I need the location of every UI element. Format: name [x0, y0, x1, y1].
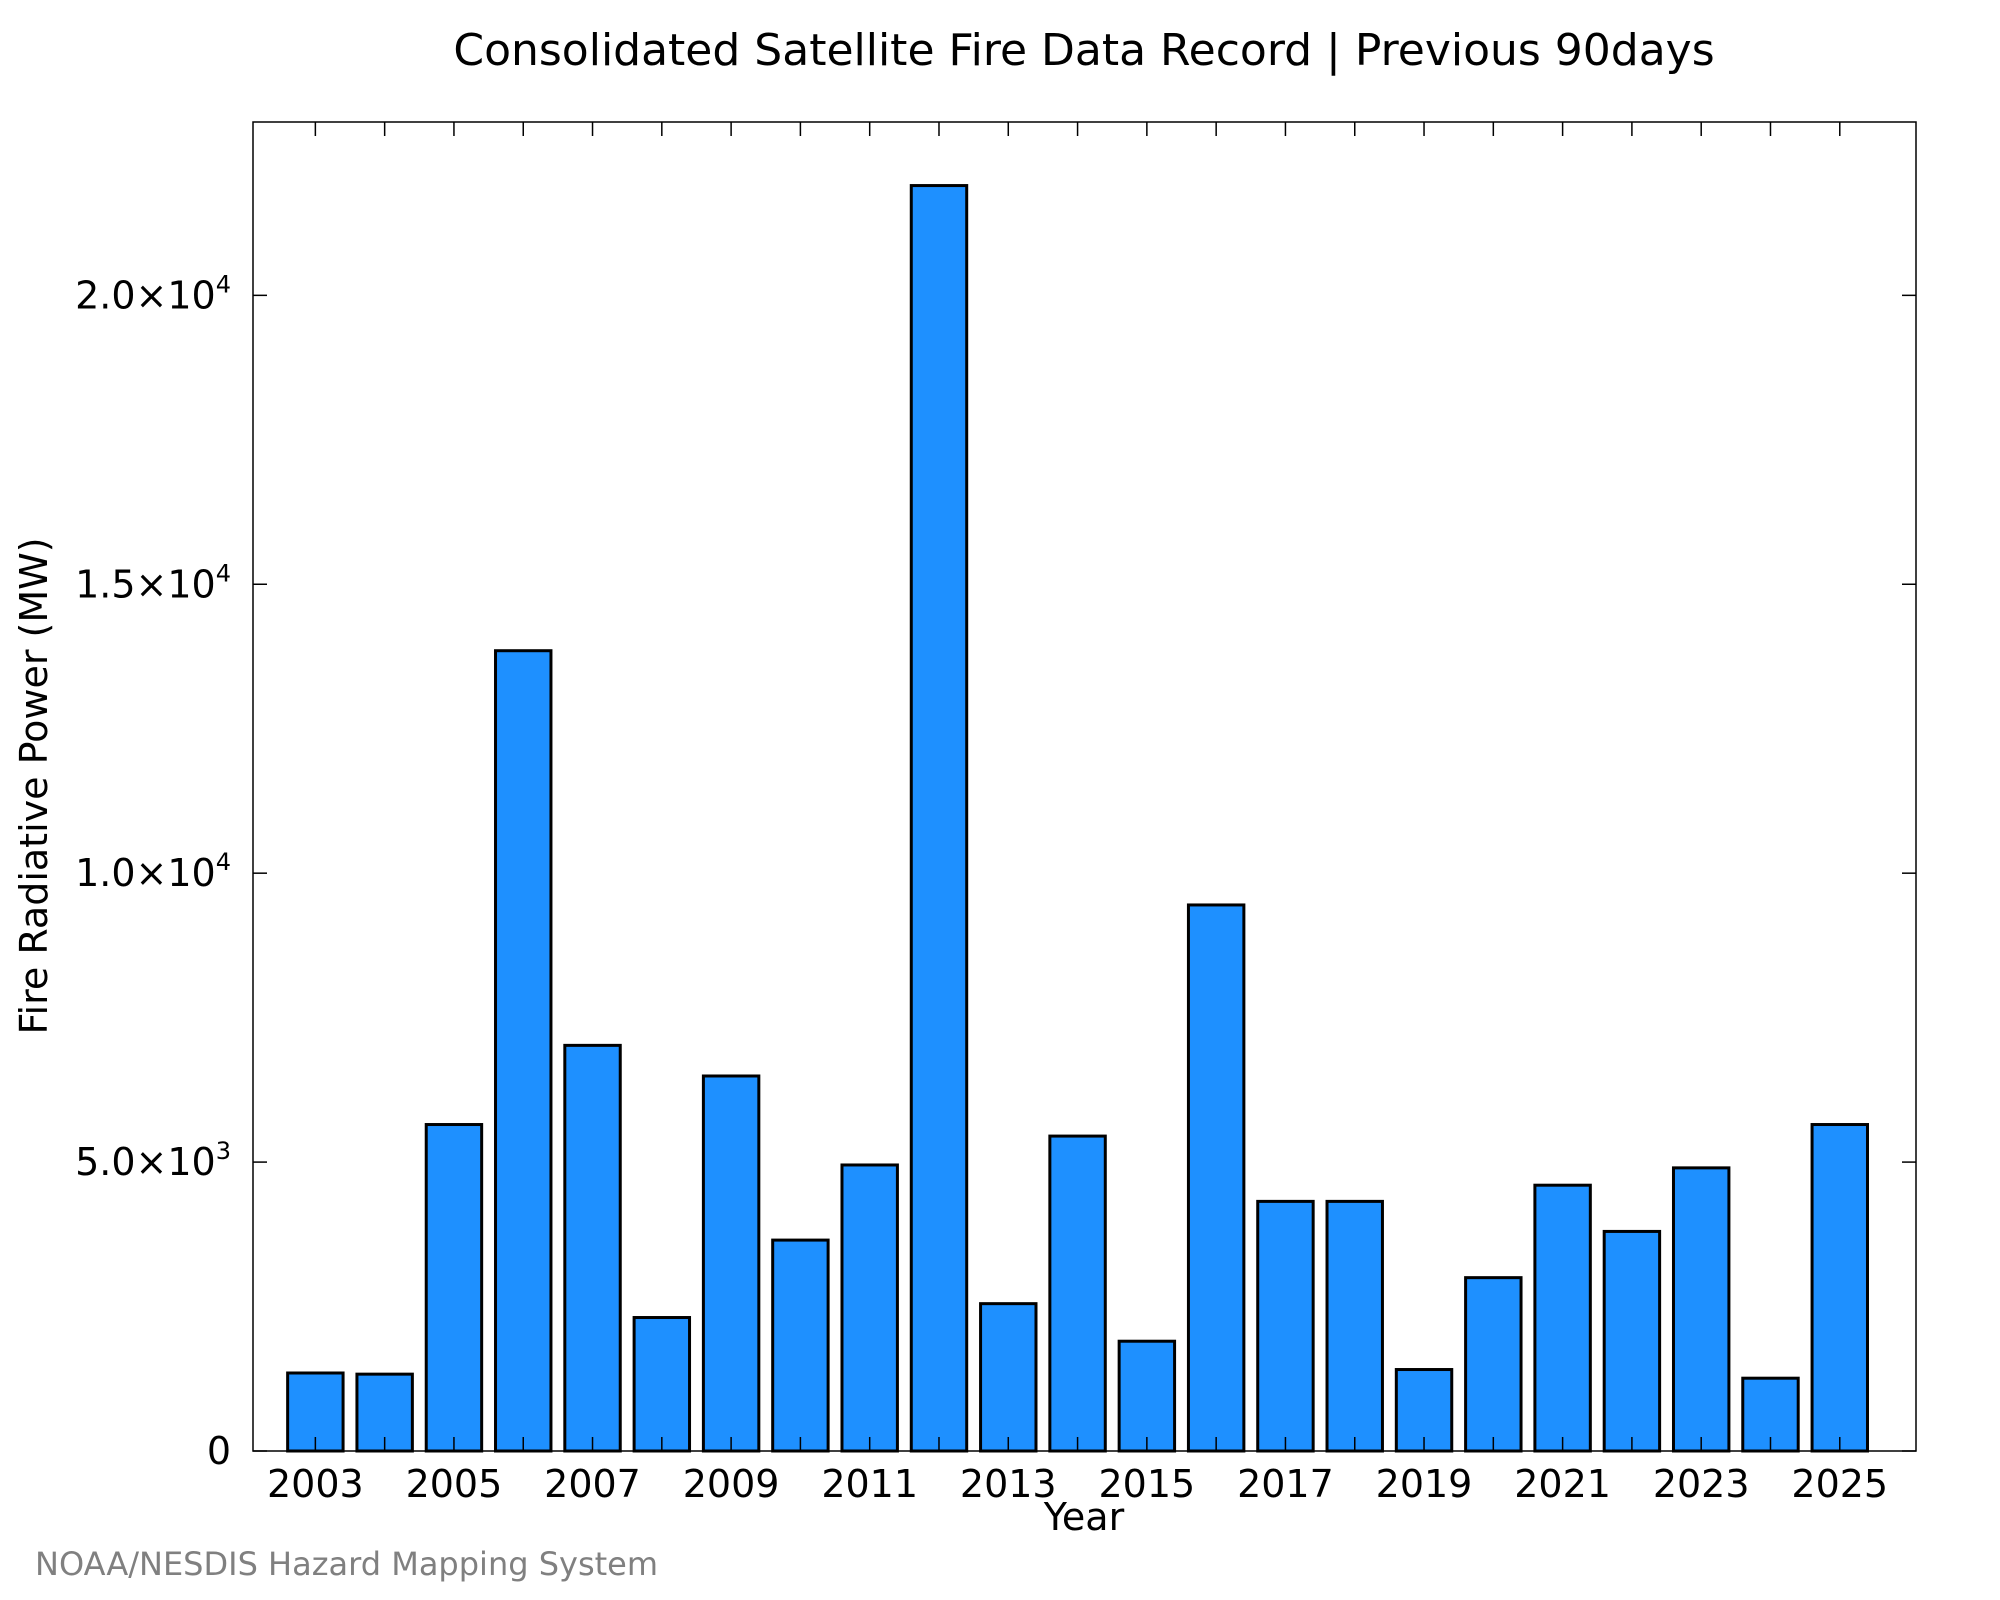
x-tick-label-2015: 2015: [1099, 1462, 1196, 1506]
x-tick-label-2009: 2009: [683, 1462, 780, 1506]
x-tick-label-2007: 2007: [544, 1462, 641, 1506]
bar-2011: [840, 1163, 899, 1453]
x-tick-label-2021: 2021: [1514, 1462, 1611, 1506]
x-tick-label-2013: 2013: [960, 1462, 1057, 1506]
bar-2013: [979, 1302, 1038, 1453]
plot-frame: [252, 121, 1917, 1452]
bar-2021: [1533, 1183, 1592, 1453]
y-tick-label-20000: 2.0×104: [75, 270, 231, 317]
x-tick-label-2019: 2019: [1376, 1462, 1473, 1506]
y-tick-mantissa: 5.0×10: [75, 1140, 216, 1184]
x-tick-label-2011: 2011: [821, 1462, 918, 1506]
chart-title: Consolidated Satellite Fire Data Record …: [453, 25, 1714, 76]
bar-2010: [771, 1238, 830, 1453]
y-tick-mantissa: 2.0×10: [75, 273, 216, 317]
y-tick-exponent: 3: [216, 1137, 231, 1165]
x-tick-label-2005: 2005: [406, 1462, 503, 1506]
bar-2016: [1186, 903, 1246, 1453]
y-tick-exponent: 4: [216, 270, 231, 298]
bar-2008: [632, 1316, 692, 1453]
x-tick-label-2025: 2025: [1791, 1462, 1888, 1506]
bar-2015: [1117, 1339, 1177, 1453]
x-axis-label: Year: [1043, 1495, 1125, 1539]
bar-2018: [1325, 1199, 1384, 1453]
y-tick-label-0: 0: [207, 1429, 231, 1473]
y-tick-label-10000: 1.0×104: [75, 848, 231, 895]
credit-text: NOAA/NESDIS Hazard Mapping System: [35, 1545, 658, 1583]
y-tick-mantissa: 1.0×10: [75, 851, 216, 895]
bar-2006: [494, 649, 553, 1453]
y-tick-mantissa: 0: [207, 1429, 231, 1473]
y-tick-mantissa: 1.5×10: [75, 562, 216, 606]
x-ticks-group: 2003 2005 2007 2009 2011 2013 2015 2017 2019 2021…: [267, 122, 1888, 1506]
bar-2025: [1810, 1123, 1869, 1453]
y-axis-label: Fire Radiative Power (MW): [12, 537, 56, 1034]
y-tick-label-15000: 1.5×104: [75, 559, 231, 606]
x-tick-label-2003: 2003: [267, 1462, 364, 1506]
y-tick-label-5000: 5.0×103: [75, 1137, 231, 1184]
bar-2007: [563, 1043, 622, 1453]
bar-2023: [1671, 1166, 1731, 1453]
x-tick-label-2023: 2023: [1653, 1462, 1750, 1506]
y-tick-exponent: 4: [216, 848, 231, 876]
bars-group: [286, 184, 1869, 1453]
y-tick-exponent: 4: [216, 559, 231, 587]
bar-2012: [909, 184, 969, 1453]
bar-2005: [424, 1123, 484, 1453]
x-tick-label-2017: 2017: [1237, 1462, 1334, 1506]
bar-2017: [1256, 1199, 1315, 1453]
bar-2020: [1464, 1276, 1523, 1453]
bar-2014: [1048, 1134, 1107, 1453]
bar-2009: [701, 1074, 761, 1453]
bar-2022: [1602, 1229, 1662, 1453]
